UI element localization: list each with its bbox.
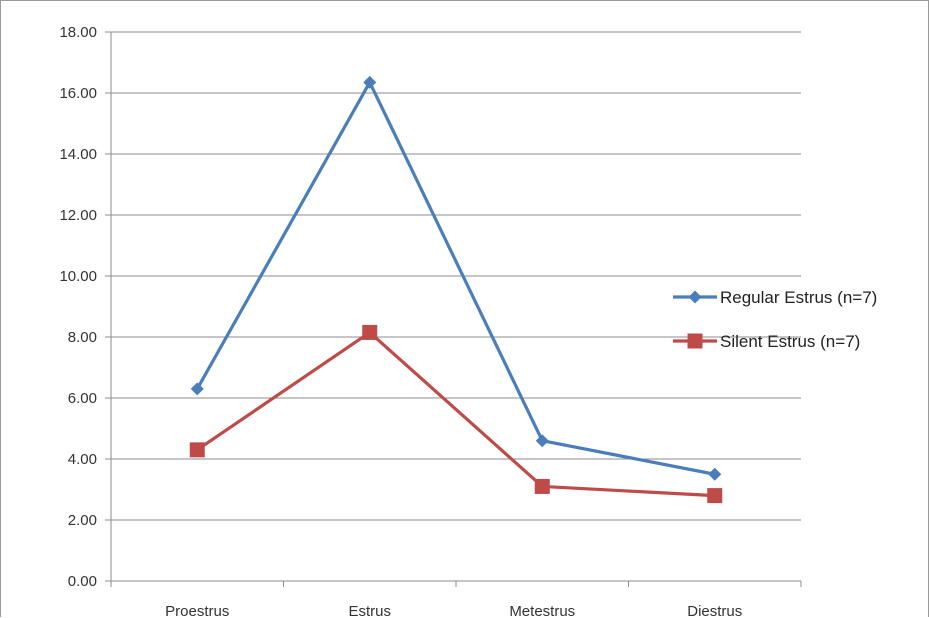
y-tick-label-5: 10.00 xyxy=(59,268,97,285)
y-tick-label-6: 12.00 xyxy=(59,207,97,224)
series-0 xyxy=(190,75,722,481)
y-tick-label-8: 16.00 xyxy=(59,85,97,102)
y-tick-label-2: 4.00 xyxy=(68,451,97,468)
legend-label-1: Silent Estrus (n=7) xyxy=(720,332,860,351)
data-point-1-3 xyxy=(707,488,723,504)
legend: Regular Estrus (n=7) Silent Estrus (n=7) xyxy=(673,288,877,351)
y-tick-label-3: 6.00 xyxy=(68,390,97,407)
legend-marker-1 xyxy=(687,333,703,349)
data-point-1-2 xyxy=(534,478,550,494)
legend-entry-0: Regular Estrus (n=7) xyxy=(673,288,877,307)
x-tick-label-proestrus: Proestrus xyxy=(165,603,229,618)
series-line-0 xyxy=(195,80,716,476)
data-point-0-0 xyxy=(190,382,204,396)
legend-label-0: Regular Estrus (n=7) xyxy=(720,288,877,307)
x-tick-label-metestrus: Metestrus xyxy=(509,603,575,618)
y-tick-label-9: 18.00 xyxy=(59,24,97,41)
data-point-0-2 xyxy=(535,434,549,448)
y-tick-label-7: 14.00 xyxy=(59,146,97,163)
axes: 0.00 2.00 4.00 6.00 8.00 10.00 12.00 14.00 16.00… xyxy=(59,24,802,618)
grid-lines xyxy=(111,31,801,521)
data-point-0-3 xyxy=(708,467,722,481)
series-layer xyxy=(189,75,723,504)
data-point-1-0 xyxy=(189,442,205,458)
data-point-0-1 xyxy=(363,75,377,89)
x-tick-label-diestrus: Diestrus xyxy=(687,603,742,618)
series-1 xyxy=(189,324,723,504)
legend-marker-0 xyxy=(688,290,702,304)
y-tick-label-0: 0.00 xyxy=(68,573,97,590)
data-point-1-1 xyxy=(362,324,378,340)
legend-entry-1: Silent Estrus (n=7) xyxy=(673,332,860,351)
series-line-1 xyxy=(196,330,715,498)
y-tick-label-4: 8.00 xyxy=(68,329,97,346)
y-tick-label-1: 2.00 xyxy=(68,512,97,529)
x-tick-label-estrus: Estrus xyxy=(348,603,391,618)
